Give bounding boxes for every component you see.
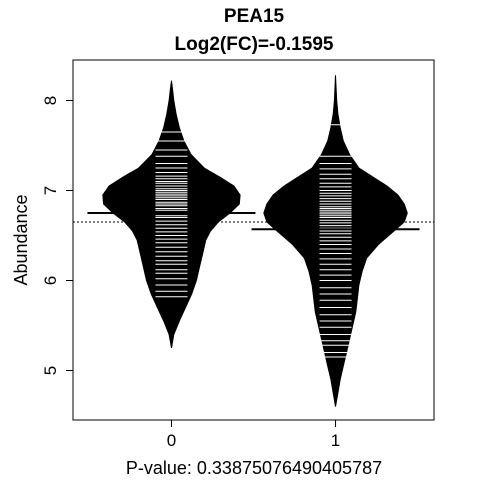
y-tick-label-6: 6	[41, 276, 60, 285]
y-tick-label-7: 7	[41, 186, 60, 195]
x-axis-label: P-value: 0.33875076490405787	[126, 458, 382, 478]
plot-frame	[72, 59, 435, 421]
chart-title: PEA15	[224, 6, 285, 27]
y-tick-label-8: 8	[41, 96, 60, 105]
chart-subtitle: Log2(FC)=-0.1595	[175, 34, 334, 55]
x-tick-label-1: 1	[331, 431, 340, 450]
x-tick-label-0: 0	[167, 431, 176, 450]
bean-group-0	[102, 80, 241, 349]
y-axis-label: Abundance	[11, 194, 31, 285]
y-tick-label-5: 5	[41, 366, 60, 375]
